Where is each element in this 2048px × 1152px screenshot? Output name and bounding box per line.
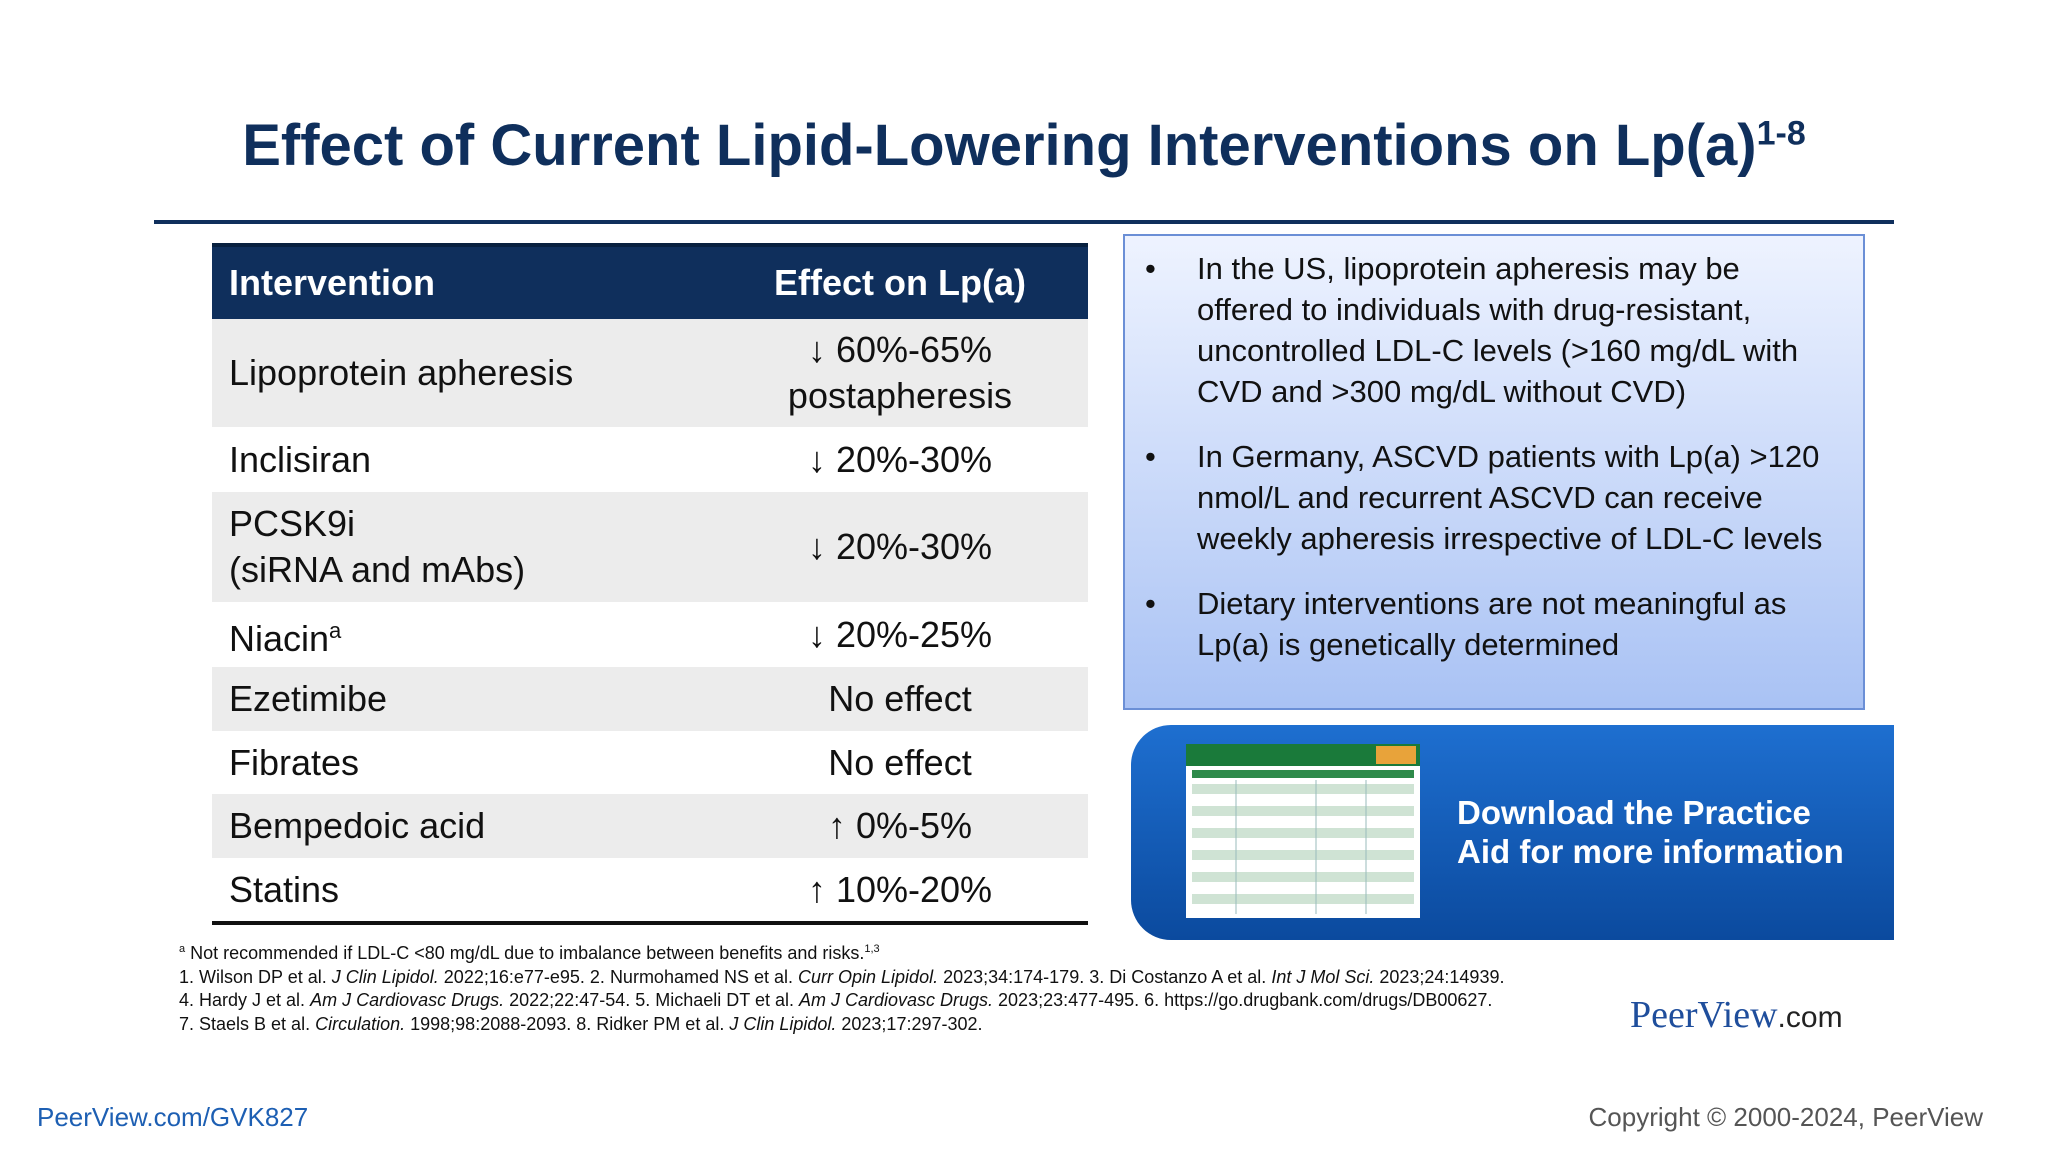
table-row: Lipoprotein apheresis ↓ 60%-65% postaphere…	[212, 319, 1088, 427]
logo: PeerView.com	[1630, 993, 1843, 1037]
cell-sup: a	[329, 617, 342, 643]
bullet-dot: •	[1145, 586, 1156, 621]
cell-line: Niacina	[229, 617, 342, 659]
intervention-cell: Niacina	[212, 608, 712, 662]
footnote-mark: a	[179, 943, 186, 955]
reference-part: 2023;17:297-302.	[836, 1013, 983, 1034]
table-row: Niacina ↓ 20%-25%	[212, 602, 1088, 667]
intervention-cell: Ezetimibe	[212, 676, 712, 722]
cell-line: ↓ 20%-30%	[807, 438, 993, 480]
title-rule	[154, 220, 1894, 224]
cell-line: (siRNA and mAbs)	[229, 549, 526, 590]
effect-cell: ↓ 20%-30%	[712, 524, 1088, 570]
effect-cell: ↑ 10%-20%	[712, 867, 1088, 913]
logo-suffix: .com	[1777, 1001, 1843, 1034]
cell-line: ↓ 20%-25%	[807, 613, 993, 655]
slide-title: Effect of Current Lipid-Lowering Interve…	[0, 112, 2048, 179]
reference-part: Am J Cardiovasc Drugs.	[310, 990, 505, 1010]
effect-cell: ↑ 0%-5%	[712, 803, 1088, 849]
bullet-text: Dietary interventions are not meaningful…	[1197, 586, 1787, 662]
cell-line: ↑ 10%-20%	[807, 868, 993, 910]
reference-part: 1. Wilson DP et al.	[179, 966, 332, 987]
reference-part: Curr Opin Lipidol.	[798, 966, 939, 987]
footnote-sup: 1,3	[864, 943, 880, 955]
reference-line: 4. Hardy J et al. Am J Cardiovasc Drugs.…	[179, 989, 1504, 1013]
footnote-text: Not recommended if LDL-C <80 mg/dL due t…	[190, 943, 865, 963]
footnote: a Not recommended if LDL-C <80 mg/dL due…	[179, 938, 1504, 966]
copyright: Copyright © 2000-2024, PeerView	[1588, 1102, 1983, 1132]
table-bottom-rule	[212, 921, 1088, 925]
effect-cell: ↓ 60%-65% postapheresis	[712, 327, 1088, 419]
bullet: • In Germany, ASCVD patients with Lp(a) >…	[1145, 436, 1843, 559]
table-header: Intervention Effect on Lp(a)	[212, 243, 1088, 319]
table-row: PCSK9i (siRNA and mAbs) ↓ 20%-30%	[212, 492, 1088, 602]
intervention-cell: Bempedoic acid	[212, 803, 712, 849]
effect-cell: No effect	[712, 676, 1088, 722]
reference-part: 2023;34:174-179. 3. Di Costanzo A et al.	[938, 966, 1272, 987]
column-header: Effect on Lp(a)	[774, 262, 1026, 303]
title-text: Effect of Current Lipid-Lowering Interve…	[242, 113, 1757, 178]
intervention-cell: Inclisiran	[212, 437, 712, 483]
reference-part: J Clin Lipidol.	[331, 966, 439, 987]
table-row: Ezetimibe No effect	[212, 667, 1088, 731]
reference-line: 7. Staels B et al. Circulation. 1998;98:…	[179, 1013, 1504, 1037]
cell-line: PCSK9i	[229, 503, 356, 544]
cell-line: postapheresis	[787, 375, 1013, 416]
cell-line: Statins	[229, 868, 340, 910]
bullet-text: In Germany, ASCVD patients with Lp(a) >1…	[1197, 439, 1823, 556]
cell-line: No effect	[828, 741, 972, 783]
cell-line: Bempedoic acid	[229, 805, 486, 846]
cell-line: ↓ 20%-30%	[807, 526, 993, 567]
reference-part: 7. Staels B et al.	[179, 1013, 316, 1034]
bullet: • Dietary interventions are not meaningfu…	[1145, 583, 1843, 665]
table-row: Statins ↑ 10%-20%	[212, 858, 1088, 921]
intervention-cell: Fibrates	[212, 740, 712, 786]
intervention-cell: Statins	[212, 867, 712, 913]
bullet: • In the US, lipoprotein apheresis may be…	[1145, 248, 1843, 412]
bullet-dot: •	[1145, 439, 1156, 474]
intervention-cell: Lipoprotein apheresis	[212, 350, 712, 396]
cell-line: Ezetimibe	[229, 678, 388, 719]
table: Intervention Effect on Lp(a) Lipoprotein…	[212, 243, 1088, 925]
reference-part: 4. Hardy J et al.	[179, 990, 311, 1010]
bullet-dot: •	[1145, 251, 1156, 286]
cell-line: Fibrates	[229, 741, 360, 783]
intervention-cell: PCSK9i (siRNA and mAbs)	[212, 501, 712, 593]
reference-part: Circulation.	[315, 1013, 406, 1034]
reference-part: 2023;23:477-495. 6. https://go.drugbank.…	[993, 990, 1493, 1010]
banner-line: Download the Practice	[1457, 794, 1811, 831]
effect-cell: ↓ 20%-30%	[712, 437, 1088, 483]
reference-part: Am J Cardiovasc Drugs.	[798, 990, 994, 1010]
bullet-text: In the US, lipoprotein apheresis may be …	[1197, 251, 1799, 409]
table-row: Bempedoic acid ↑ 0%-5%	[212, 794, 1088, 858]
banner-line: Aid for more information	[1457, 833, 1844, 870]
reference-part: 2022;16:e77-e95. 2. Nurmohamed NS et al.	[438, 966, 799, 987]
practice-aid-thumbnail	[1186, 744, 1420, 918]
cell-line: Inclisiran	[229, 438, 372, 480]
reference-part: 1998;98:2088-2093. 8. Ridker PM et al.	[405, 1013, 730, 1034]
banner-text: Download the Practice Aid for more infor…	[1457, 793, 1844, 871]
cell-line: Lipoprotein apheresis	[229, 352, 574, 393]
reference-line: 1. Wilson DP et al. J Clin Lipidol. 2022…	[179, 966, 1504, 990]
reference-part: 2023;24:14939.	[1374, 966, 1505, 987]
reference-part: J Clin Lipidol.	[729, 1013, 837, 1034]
table-row: Inclisiran ↓ 20%-30%	[212, 427, 1088, 492]
footer-link[interactable]: PeerView.com/GVK827	[37, 1102, 309, 1132]
cell-line: No effect	[828, 678, 972, 719]
footnotes: a Not recommended if LDL-C <80 mg/dL due…	[179, 938, 1504, 1036]
effect-cell: ↓ 20%-25%	[712, 612, 1088, 658]
table-body: Lipoprotein apheresis ↓ 60%-65% postaphere…	[212, 319, 1088, 921]
reference-part: Int J Mol Sci.	[1271, 966, 1375, 987]
cell-line: ↑ 0%-5%	[827, 805, 973, 846]
effect-cell: No effect	[712, 740, 1088, 786]
info-box: • In the US, lipoprotein apheresis may be…	[1123, 234, 1865, 710]
table-row: Fibrates No effect	[212, 731, 1088, 794]
cell-line: ↓ 60%-65%	[807, 329, 993, 370]
logo-main: PeerView	[1630, 994, 1778, 1036]
title-sup: 1-8	[1756, 114, 1806, 153]
column-header: Intervention	[229, 262, 436, 303]
reference-part: 2022;22:47-54. 5. Michaeli DT et al.	[504, 990, 799, 1010]
download-banner[interactable]: Download the Practice Aid for more infor…	[1131, 725, 1894, 940]
